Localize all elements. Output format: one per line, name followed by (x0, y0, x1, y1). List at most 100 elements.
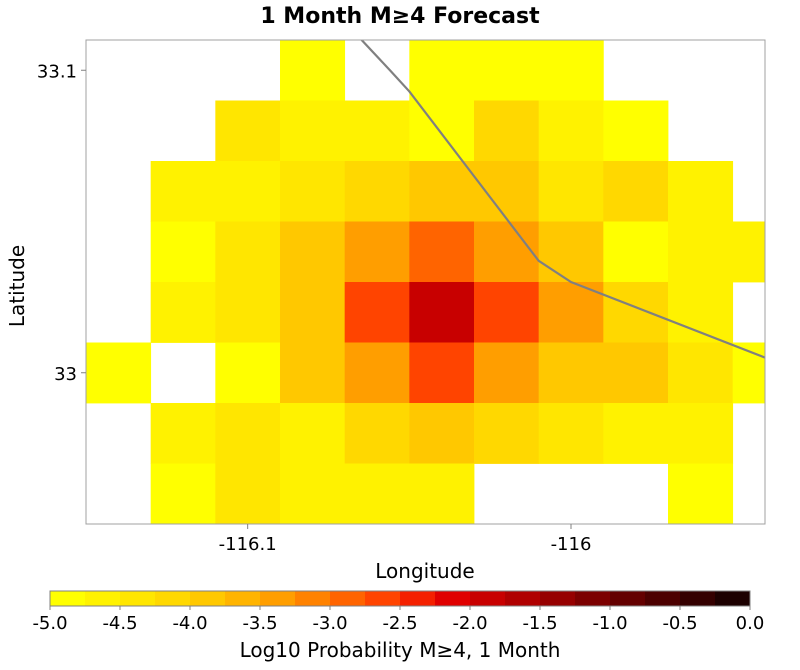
colorbar-swatch (680, 591, 716, 606)
heatmap-cell (280, 403, 346, 464)
colorbar-swatch (190, 591, 226, 606)
colorbar-swatch (575, 591, 611, 606)
heatmap-cell (86, 342, 152, 404)
colorbar-swatch (120, 591, 156, 606)
heatmap-cell (344, 161, 410, 222)
heatmap-cell (409, 100, 475, 162)
x-tick-label: -116 (551, 534, 592, 555)
heatmap-cell (538, 221, 604, 283)
y-axis-ticks: 33.1 33 (37, 61, 86, 385)
colorbar-swatch (295, 591, 331, 606)
colorbar-swatch (365, 591, 401, 606)
heatmap-cells (86, 40, 766, 525)
fault-line (360, 40, 765, 359)
colorbar-swatch (50, 591, 86, 606)
heatmap-cell (215, 463, 281, 525)
heatmap-cell (603, 342, 669, 404)
heatmap-cell (280, 282, 346, 343)
y-tick-label: 33.1 (37, 61, 77, 82)
heatmap-cell (215, 100, 281, 162)
colorbar-ticks: -5.0 -4.5 -4.0 -3.5 -3.0 -2.5 -2.0 -1.5 -1.0 -0.5… (32, 606, 764, 634)
heatmap-cell (603, 221, 669, 283)
colorbar-swatch (260, 591, 296, 606)
heatmap-cell (668, 161, 734, 222)
colorbar-tick-label: -4.0 (172, 613, 207, 634)
colorbar-swatch (330, 591, 366, 606)
heatmap-cell (538, 342, 604, 404)
colorbar-swatch (225, 591, 261, 606)
heatmap-cell (150, 161, 216, 222)
heatmap-cell (409, 282, 475, 343)
colorbar-swatch (155, 591, 191, 606)
heatmap-cell (538, 403, 604, 464)
heatmap-cell (668, 282, 734, 343)
heatmap-cell (280, 100, 346, 162)
colorbar-tick-label: -3.5 (242, 613, 277, 634)
heatmap-cell (538, 282, 604, 343)
colorbar-tick-label: -2.0 (452, 613, 487, 634)
heatmap-cell (474, 161, 540, 222)
heatmap-cell (150, 403, 216, 464)
colorbar (49, 590, 751, 607)
heatmap-cell (344, 342, 410, 404)
colorbar-tick-label: -1.5 (522, 613, 557, 634)
heatmap-cell (409, 463, 475, 525)
x-axis-ticks: -116.1 -116 (219, 524, 592, 555)
heatmap-cell (668, 221, 734, 283)
y-axis-label: Latitude (5, 245, 29, 327)
heatmap-cell (668, 463, 734, 525)
plot-frame (85, 39, 766, 525)
heatmap-cell (344, 282, 410, 343)
heatmap-cell (603, 282, 669, 343)
heatmap-cell (409, 221, 475, 283)
heatmap-cell (215, 403, 281, 464)
colorbar-swatch (610, 591, 646, 606)
colorbar-swatch (540, 591, 576, 606)
heatmap-cell (409, 161, 475, 222)
colorbar-tick-label: -4.5 (102, 613, 137, 634)
colorbar-label: Log10 Probability M≥4, 1 Month (240, 638, 561, 662)
colorbar-swatch (435, 591, 471, 606)
heatmap-cell (732, 221, 766, 283)
heatmap-cell (215, 221, 281, 283)
heatmap-cell (344, 221, 410, 283)
heatmap-cell (538, 100, 604, 162)
heatmap-cell (215, 282, 281, 343)
heatmap-cell (538, 161, 604, 222)
heatmap-cell (344, 463, 410, 525)
heatmap-cell (474, 100, 540, 162)
colorbar-swatch (85, 591, 121, 606)
heatmap-cell (150, 463, 216, 525)
heatmap-cell (280, 161, 346, 222)
heatmap-cell (603, 161, 669, 222)
heatmap-cell (538, 40, 604, 101)
heatmap-cell (474, 282, 540, 343)
colorbar-tick-label: -0.5 (662, 613, 697, 634)
heatmap-cell (668, 342, 734, 404)
heatmap-cell (215, 161, 281, 222)
colorbar-swatch (400, 591, 436, 606)
heatmap-cell (603, 100, 669, 162)
heatmap-cell (732, 342, 766, 404)
colorbar-tick-label: -1.0 (592, 613, 627, 634)
heatmap-cell (280, 463, 346, 525)
heatmap-cell (668, 403, 734, 464)
y-tick-label: 33 (54, 364, 77, 385)
colorbar-tick-label: -2.5 (382, 613, 417, 634)
heatmap-cell (280, 342, 346, 404)
heatmap-cell (409, 40, 475, 101)
heatmap-cell (280, 221, 346, 283)
heatmap-cell (344, 403, 410, 464)
colorbar-swatch (470, 591, 506, 606)
colorbar-swatch (505, 591, 541, 606)
heatmap-cell (215, 342, 281, 404)
colorbar-swatch (715, 591, 751, 606)
chart-title: 1 Month M≥4 Forecast (260, 4, 540, 29)
colorbar-tick-label: -5.0 (32, 613, 67, 634)
fault-trace (360, 40, 765, 359)
heatmap-cell (150, 221, 216, 283)
heatmap-cell (280, 40, 346, 101)
colorbar-tick-label: -3.0 (312, 613, 347, 634)
x-tick-label: -116.1 (219, 534, 277, 555)
